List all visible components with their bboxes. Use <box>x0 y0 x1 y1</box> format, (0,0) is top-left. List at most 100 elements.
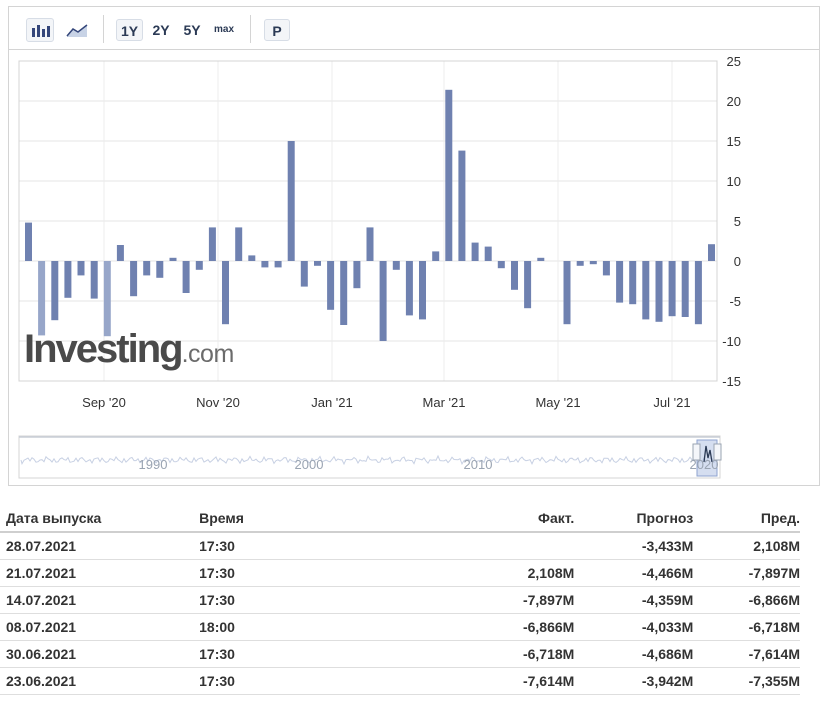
header-release-date[interactable]: Дата выпуска <box>0 505 194 533</box>
bar[interactable] <box>314 261 321 266</box>
bar[interactable] <box>300 261 308 287</box>
navigator-left-handle[interactable] <box>692 443 701 461</box>
release-date-cell: 30.06.2021 <box>0 640 194 668</box>
time-cell: 17:30 <box>193 559 377 587</box>
header-time[interactable]: Время <box>193 505 377 533</box>
bar[interactable] <box>524 261 532 309</box>
bar[interactable] <box>208 227 216 261</box>
plot-border <box>18 60 718 382</box>
navigator-label: 1990 <box>139 457 168 472</box>
bar[interactable] <box>616 261 624 303</box>
bar[interactable] <box>392 261 400 270</box>
range-2y-button[interactable]: 2Y <box>152 22 170 38</box>
y-tick-label: 10 <box>727 174 741 189</box>
bar[interactable] <box>90 261 98 299</box>
actual-cell: -6,718M <box>376 640 575 668</box>
bar[interactable] <box>156 261 164 278</box>
header-actual[interactable]: Факт. <box>376 505 575 533</box>
bar[interactable] <box>655 261 663 322</box>
p-button[interactable]: P <box>264 19 290 41</box>
bar[interactable] <box>103 261 111 337</box>
navigator-detail-mark <box>703 445 713 463</box>
bar[interactable] <box>222 261 229 325</box>
actual-cell: -7,614M <box>376 667 575 695</box>
previous-cell: 2,108M <box>693 532 800 560</box>
bar[interactable] <box>261 261 269 268</box>
bar[interactable] <box>708 244 715 261</box>
toolbar-divider <box>103 15 104 43</box>
bar[interactable] <box>116 245 124 261</box>
area-chart-icon <box>66 24 88 37</box>
bar[interactable] <box>668 261 676 317</box>
range-5y-button[interactable]: 5Y <box>183 22 201 38</box>
release-date-cell: 14.07.2021 <box>0 586 194 614</box>
bar[interactable] <box>169 257 177 261</box>
bar[interactable] <box>340 261 348 325</box>
bar[interactable] <box>51 261 59 321</box>
bar[interactable] <box>694 261 702 325</box>
header-forecast[interactable]: Прогноз <box>574 505 694 533</box>
previous-cell: -6,718M <box>693 613 800 641</box>
bar[interactable] <box>195 261 203 270</box>
range-navigator[interactable]: 1990 2000 2010 2020 <box>18 435 722 479</box>
bar[interactable] <box>642 261 650 320</box>
bar[interactable] <box>681 261 689 317</box>
bar[interactable] <box>379 261 387 341</box>
bar[interactable] <box>64 261 72 298</box>
bar[interactable] <box>77 261 85 276</box>
release-date-cell: 08.07.2021 <box>0 613 194 641</box>
chart-toolbar: 1Y 2Y 5Y max P <box>9 7 819 50</box>
range-1y-button[interactable]: 1Y <box>116 19 143 41</box>
bar[interactable] <box>366 227 374 261</box>
bar[interactable] <box>576 261 584 266</box>
bar[interactable] <box>353 261 361 289</box>
bar[interactable] <box>497 261 505 269</box>
bar[interactable] <box>458 150 466 261</box>
y-tick-label: -15 <box>722 374 741 389</box>
bar[interactable] <box>537 257 545 261</box>
bar[interactable] <box>419 261 426 320</box>
bar[interactable] <box>602 261 610 276</box>
x-axis: Sep '20 Nov '20 Jan '21 Mar '21 May '21 Jul '… <box>82 395 690 410</box>
range-max-button[interactable]: max <box>213 24 234 35</box>
bar[interactable] <box>405 261 413 316</box>
bar[interactable] <box>629 261 637 305</box>
bar[interactable] <box>511 261 518 290</box>
bar[interactable] <box>445 89 453 261</box>
bar[interactable] <box>327 261 335 310</box>
bar[interactable] <box>563 261 571 325</box>
header-previous[interactable]: Пред. <box>693 505 800 533</box>
bar[interactable] <box>235 227 243 261</box>
bar[interactable] <box>471 242 479 261</box>
area-chart-type-button[interactable] <box>61 18 91 42</box>
time-cell: 17:30 <box>193 640 377 668</box>
y-tick-label: -10 <box>722 334 741 349</box>
navigator-label: 2000 <box>295 457 324 472</box>
bar[interactable] <box>182 261 190 293</box>
bar[interactable] <box>130 261 138 297</box>
bar[interactable] <box>274 261 282 268</box>
y-tick-label: 5 <box>734 214 741 229</box>
navigator-right-handle[interactable] <box>713 443 722 461</box>
bar[interactable] <box>248 255 256 261</box>
bar[interactable] <box>38 261 46 336</box>
bar[interactable] <box>25 222 32 261</box>
bar[interactable] <box>484 246 492 261</box>
bar[interactable] <box>143 261 151 276</box>
bar[interactable] <box>589 261 597 265</box>
bar-chart-type-button[interactable] <box>26 18 54 42</box>
y-tick-label: 15 <box>727 134 741 149</box>
actual-cell: -6,866M <box>376 613 575 641</box>
forecast-cell: -4,466M <box>574 559 694 587</box>
bar[interactable] <box>287 141 295 261</box>
table-row: 14.07.2021 17:30 -7,897M -4,359M -6,866M <box>0 586 800 614</box>
x-tick-label: Jul '21 <box>653 395 690 410</box>
bar[interactable] <box>432 251 440 261</box>
table-row: 28.07.2021 17:30 -3,433M 2,108M <box>0 532 800 560</box>
bar-chart-icon <box>32 25 50 37</box>
navigator-frame <box>18 435 721 479</box>
x-tick-label: Mar '21 <box>423 395 466 410</box>
x-tick-label: Nov '20 <box>196 395 240 410</box>
previous-cell: -6,866M <box>693 586 800 614</box>
bar-chart: 25 20 15 10 5 0 -5 -10 -15 Sep '20 Nov '20 Jan '21… <box>18 54 741 479</box>
